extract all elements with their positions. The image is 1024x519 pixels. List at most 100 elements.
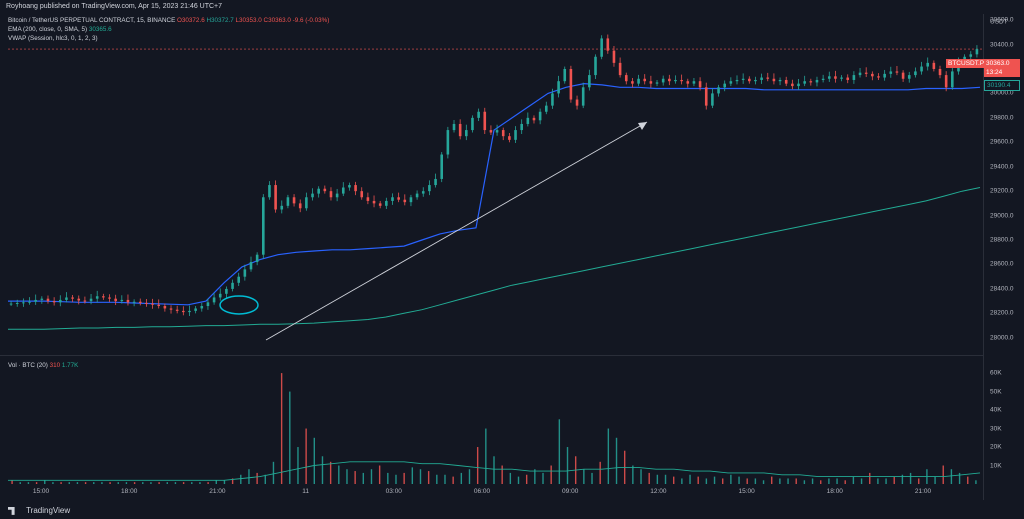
ema-value: 30365.6 xyxy=(88,26,112,33)
volume-bar xyxy=(460,472,463,484)
volume-bar xyxy=(27,482,30,484)
candle-body xyxy=(335,193,339,198)
pane-divider xyxy=(0,355,983,356)
candle-body xyxy=(637,78,640,84)
volume-bar xyxy=(468,469,471,484)
candle-body xyxy=(95,296,99,299)
candle-body xyxy=(46,298,50,302)
volume-tick: 30K xyxy=(990,425,1002,433)
time-tick: 21:00 xyxy=(914,488,932,495)
candle-body xyxy=(717,87,720,94)
candle-body xyxy=(188,310,191,313)
candle-body xyxy=(588,75,591,88)
candle-body xyxy=(434,178,437,186)
candle-body xyxy=(102,296,105,298)
volume-bar xyxy=(150,482,152,484)
candle-body xyxy=(649,81,653,84)
volume-bar xyxy=(223,480,226,484)
candle-body xyxy=(483,111,487,131)
volume-bar xyxy=(231,478,234,484)
candle-body xyxy=(489,130,493,133)
time-tick: 09:00 xyxy=(562,488,579,495)
candle-body xyxy=(34,299,37,302)
candle-body xyxy=(477,111,480,118)
candle-body xyxy=(9,303,13,305)
time-tick: 12:00 xyxy=(650,488,667,495)
volume-bar xyxy=(133,482,136,484)
volume-tick: 50K xyxy=(990,388,1002,396)
volume-bar xyxy=(60,482,62,484)
candle-body xyxy=(397,197,400,200)
volume-bar xyxy=(713,476,716,484)
volume-bar xyxy=(501,465,503,484)
volume-bar xyxy=(738,476,740,484)
price-tick: 29600.0 xyxy=(990,138,1014,146)
volume-bar xyxy=(272,461,275,484)
annotation-arrow-head xyxy=(638,122,647,130)
candle-body xyxy=(778,79,782,82)
volume-bar xyxy=(893,476,895,484)
candle-body xyxy=(262,197,265,255)
candle-body xyxy=(231,282,234,289)
candle-body xyxy=(729,81,733,84)
price-tick: 28600.0 xyxy=(990,260,1014,268)
volume-bar xyxy=(248,469,250,484)
candle-body xyxy=(526,117,530,124)
candle-body xyxy=(624,75,628,82)
volume-bar xyxy=(387,472,389,484)
candle-body xyxy=(138,301,142,303)
volume-bar xyxy=(52,482,54,484)
publish-line: Royhoang published on TradingView.com, A… xyxy=(0,0,1024,14)
price-tick: 28200.0 xyxy=(990,309,1014,317)
volume-bar xyxy=(942,465,944,484)
candle-body xyxy=(452,123,456,131)
volume-bar xyxy=(803,480,806,484)
candle-body xyxy=(225,288,228,294)
candle-body xyxy=(852,75,856,80)
price-tick: 30600.0 xyxy=(990,16,1014,24)
legend-high: H30372.7 xyxy=(206,17,234,24)
candle-body xyxy=(907,75,911,79)
candle-body xyxy=(686,81,690,84)
candle-body xyxy=(871,73,874,77)
candle-body xyxy=(65,297,68,300)
volume-bar xyxy=(142,482,144,484)
volume-bar xyxy=(689,474,691,484)
volume-bar xyxy=(395,474,397,484)
candle-body xyxy=(698,81,702,88)
candle-body xyxy=(77,298,81,301)
candle-body xyxy=(932,62,936,69)
time-tick: 18:00 xyxy=(121,488,138,495)
volume-bar xyxy=(542,472,544,484)
time-tick: 06:00 xyxy=(473,488,491,495)
volume-bar xyxy=(35,482,38,484)
candle-body xyxy=(305,197,308,209)
candle-body xyxy=(218,293,222,298)
candle-body xyxy=(741,78,745,80)
candle-body xyxy=(471,117,474,131)
volume-bar xyxy=(313,437,316,484)
annotation-arrow xyxy=(265,121,648,341)
volume-tick: 20K xyxy=(990,443,1002,451)
volume-bar xyxy=(958,472,961,484)
candle-body xyxy=(298,203,302,209)
candle-body xyxy=(268,185,271,198)
candle-body xyxy=(772,78,776,82)
volume-bar xyxy=(934,476,936,484)
candle-body xyxy=(760,77,763,80)
volume-bar xyxy=(444,474,446,484)
volume-bar xyxy=(722,478,724,484)
candle-body xyxy=(631,81,634,84)
candle-body xyxy=(415,193,419,198)
footer-brand: TradingView xyxy=(26,506,71,515)
candle-body xyxy=(668,78,671,82)
candle-body xyxy=(440,154,444,179)
candle-body xyxy=(827,76,831,79)
candle-body xyxy=(15,302,19,304)
candle-body xyxy=(403,199,407,203)
candle-body xyxy=(704,87,708,106)
vwap-legend: VWAP (Session, hlc3, 0, 1, 2, 3) xyxy=(8,34,98,43)
candle-body xyxy=(83,300,87,302)
candle-body xyxy=(797,83,800,87)
